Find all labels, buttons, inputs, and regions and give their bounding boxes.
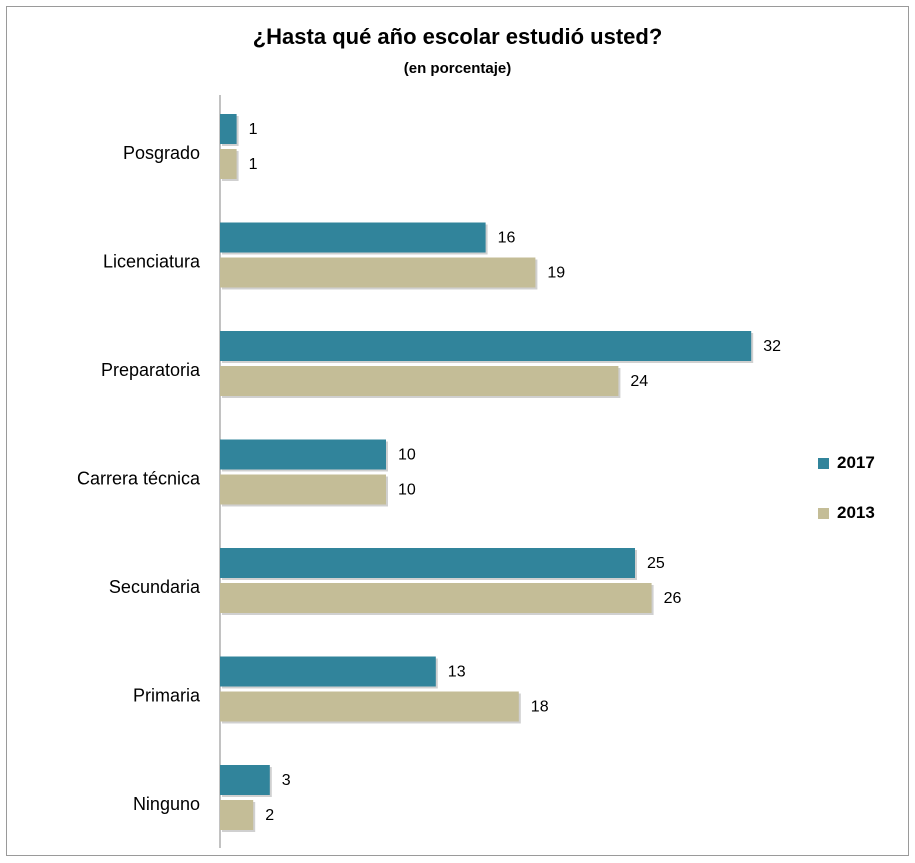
value-label-2017-licenciatura: 16 [498,230,516,247]
legend-item-2017: 2017 [818,453,875,473]
bar-2017-posgrado [220,114,237,144]
value-label-2013-primaria: 18 [531,699,549,716]
category-label-primaria: Primaria [133,685,201,705]
value-label-2013-ninguno: 2 [265,807,274,824]
category-label-preparatoria: Preparatoria [101,360,201,380]
bar-2017-secundaria [220,548,635,578]
bar-2017-primaria [220,657,436,687]
bar-2013-primaria [220,692,519,722]
value-label-2013-carrera-tecnica: 10 [398,482,416,499]
bar-2013-preparatoria [220,366,618,396]
bar-2013-licenciatura [220,258,535,288]
legend-label-2017: 2017 [837,453,875,473]
bar-2017-carrera-tecnica [220,440,386,470]
legend-label-2013: 2013 [837,503,875,523]
value-label-2013-preparatoria: 24 [630,373,648,390]
category-label-posgrado: Posgrado [123,143,200,163]
category-label-ninguno: Ninguno [133,794,200,814]
bar-2013-carrera-tecnica [220,475,386,505]
category-label-secundaria: Secundaria [109,577,201,597]
legend-item-2013: 2013 [818,503,875,523]
value-label-2017-ninguno: 3 [282,772,291,789]
value-label-2017-posgrado: 1 [249,121,258,138]
bar-2017-ninguno [220,765,270,795]
value-label-2017-preparatoria: 32 [763,338,781,355]
bar-2013-secundaria [220,583,652,613]
bar-2013-ninguno [220,800,253,830]
category-label-licenciatura: Licenciatura [103,251,201,271]
value-label-2013-secundaria: 26 [664,590,682,607]
bar-2013-posgrado [220,149,237,179]
legend-swatch-2017 [818,458,829,469]
legend-swatch-2013 [818,508,829,519]
category-label-carrera-tecnica: Carrera técnica [77,468,201,488]
bar-2017-licenciatura [220,223,486,253]
value-label-2017-secundaria: 25 [647,555,665,572]
value-label-2013-licenciatura: 19 [547,265,565,282]
value-label-2017-primaria: 13 [448,664,466,681]
bar-2017-preparatoria [220,331,751,361]
value-label-2017-carrera-tecnica: 10 [398,447,416,464]
value-label-2013-posgrado: 1 [249,156,258,173]
